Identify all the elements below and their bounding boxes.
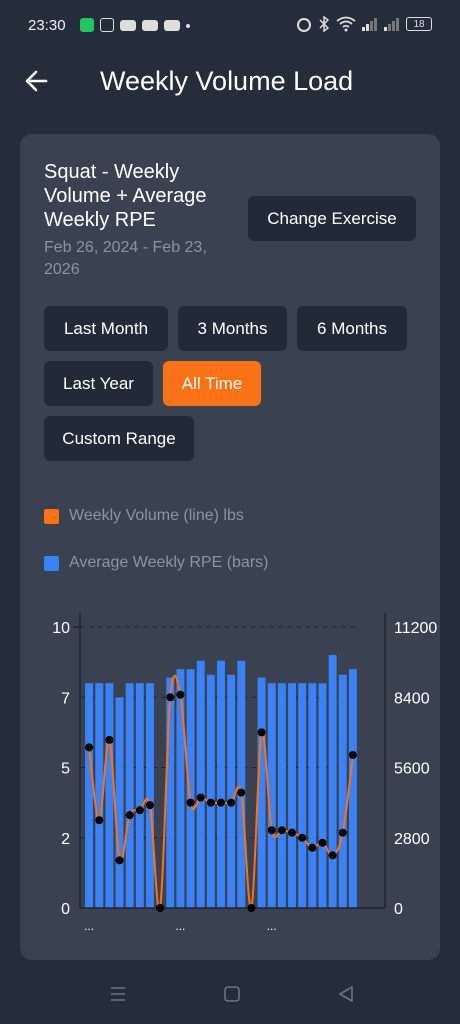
youtube-icon — [164, 20, 180, 31]
notification-app-icon — [80, 18, 94, 32]
legend-volume-label: Weekly Volume (line) lbs — [69, 507, 244, 524]
range-6-months-button[interactable]: 6 Months — [297, 306, 407, 351]
page-title: Weekly Volume Load — [100, 66, 354, 96]
chart-card: Squat - Weekly Volume + Average Weekly R… — [20, 134, 440, 960]
legend-rpe-swatch — [44, 555, 59, 571]
back-nav-icon[interactable] — [336, 984, 356, 1004]
signal-icon — [362, 18, 377, 31]
date-range: Feb 26, 2024 - Feb 23, 2026 — [44, 239, 207, 278]
more-notifications-dot — [186, 24, 190, 28]
status-bar: 23:30 18 — [0, 0, 460, 52]
signal-icon — [384, 18, 399, 31]
range-last-month-button[interactable]: Last Month — [44, 306, 168, 351]
legend-volume-swatch — [44, 508, 59, 524]
recent-apps-icon[interactable] — [108, 984, 128, 1004]
status-icons: 18 — [296, 16, 432, 32]
legend-volume: Weekly Volume (line) lbs — [44, 507, 244, 525]
range-custom-button[interactable]: Custom Range — [44, 416, 194, 461]
youtube-icon — [142, 20, 158, 31]
legend-rpe: Average Weekly RPE (bars) — [44, 554, 268, 572]
legend-rpe-label: Average Weekly RPE (bars) — [69, 554, 269, 571]
home-icon[interactable] — [222, 984, 242, 1004]
battery-icon: 18 — [406, 17, 432, 31]
change-exercise-button[interactable]: Change Exercise — [248, 196, 416, 241]
youtube-icon — [120, 20, 136, 31]
status-time: 23:30 — [28, 17, 66, 34]
range-all-time-button[interactable]: All Time — [163, 361, 261, 406]
battery-level: 18 — [413, 18, 425, 30]
chart-title: Squat - Weekly Volume + Average Weekly R… — [44, 161, 207, 231]
arrow-left-icon[interactable] — [22, 66, 52, 96]
alarm-icon — [297, 18, 311, 32]
range-3-months-button[interactable]: 3 Months — [178, 306, 287, 351]
bluetooth-icon — [319, 16, 330, 32]
range-last-year-button[interactable]: Last Year — [44, 361, 153, 406]
wifi-icon — [336, 16, 356, 32]
system-nav-bar — [0, 976, 460, 1016]
instagram-icon — [100, 18, 114, 32]
